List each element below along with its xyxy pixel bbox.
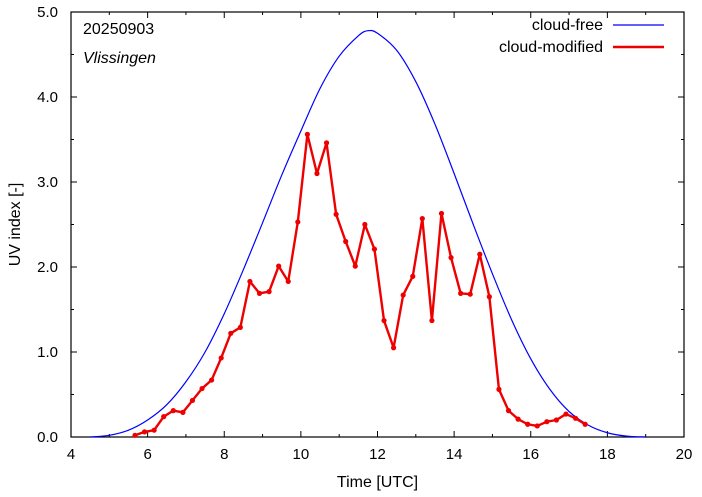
data-point-cloud-modified [170, 408, 176, 414]
y-tick-label: 4.0 [37, 89, 58, 106]
date-annotation: 20250903 [83, 21, 154, 38]
data-point-cloud-modified [189, 397, 196, 404]
x-tick-label: 8 [220, 446, 228, 463]
data-point-cloud-modified [362, 221, 368, 228]
data-point-cloud-modified [237, 324, 243, 330]
data-point-cloud-modified [505, 408, 512, 414]
y-axis-label: UV index [-] [7, 183, 24, 267]
data-point-cloud-modified [515, 416, 521, 422]
x-tick-label: 12 [369, 446, 386, 463]
data-point-cloud-modified [304, 131, 310, 137]
data-point-cloud-modified [544, 419, 550, 425]
y-tick-label: 3.0 [37, 174, 58, 191]
data-point-cloud-modified [285, 278, 291, 285]
data-point-cloud-modified [582, 421, 588, 427]
x-axis-label: Time [UTC] [337, 474, 418, 491]
data-point-cloud-modified [180, 409, 186, 415]
legend: cloud-free cloud-modified [499, 17, 664, 56]
data-point-cloud-modified [458, 290, 464, 296]
x-tick-label: 10 [293, 446, 310, 463]
y-tick-label: 5.0 [37, 4, 58, 21]
data-point-cloud-modified [496, 386, 502, 392]
data-point-cloud-modified [429, 317, 435, 324]
data-point-cloud-modified [218, 355, 224, 361]
data-point-cloud-modified [352, 263, 358, 269]
data-point-cloud-modified [314, 170, 320, 177]
data-point-cloud-modified [419, 215, 425, 222]
x-tick-label: 4 [67, 446, 75, 463]
data-point-cloud-modified [410, 273, 416, 279]
data-point-cloud-modified [467, 291, 473, 297]
data-point-cloud-modified [572, 415, 579, 421]
x-tick-label: 6 [143, 446, 151, 463]
data-point-cloud-modified [371, 246, 378, 252]
data-point-cloud-modified [400, 292, 406, 298]
data-point-cloud-modified [199, 385, 205, 392]
data-point-cloud-modified [381, 317, 387, 324]
data-point-cloud-modified [266, 289, 272, 295]
data-point-cloud-modified [151, 427, 157, 433]
x-tick-label: 14 [446, 446, 463, 463]
data-point-cloud-modified [343, 238, 349, 245]
data-point-cloud-modified [525, 421, 531, 427]
y-tick-label: 0.0 [37, 429, 58, 446]
series-layer [90, 29, 646, 438]
y-tick-label: 1.0 [37, 344, 58, 361]
data-point-cloud-modified [563, 411, 569, 417]
legend-label-cloud-free: cloud-free [532, 17, 603, 34]
data-point-cloud-modified [228, 330, 234, 336]
data-point-cloud-modified [448, 255, 454, 261]
x-tick-label: 20 [676, 446, 693, 463]
data-point-cloud-modified [256, 290, 263, 296]
data-point-cloud-modified [438, 210, 445, 217]
data-point-cloud-modified [553, 417, 560, 423]
data-point-cloud-modified [390, 345, 397, 351]
data-point-cloud-modified [534, 423, 540, 429]
axis-ticks: 4 6 8 10 12 14 16 18 20 0.0 1.0 2.0 3.0 4.0 5.0 [37, 4, 692, 463]
data-point-cloud-modified [477, 251, 483, 257]
data-point-cloud-modified [333, 211, 339, 217]
data-point-cloud-modified [209, 377, 215, 383]
data-point-cloud-modified [295, 219, 301, 225]
data-point-cloud-modified [161, 414, 167, 420]
data-point-cloud-modified [276, 263, 282, 269]
location-annotation: Vlissingen [83, 50, 156, 67]
data-point-cloud-modified [486, 294, 492, 300]
data-point-cloud-modified [141, 429, 148, 435]
data-point-cloud-modified [323, 140, 330, 146]
data-point-cloud-modified [247, 278, 253, 285]
data-point-cloud-modified [132, 432, 138, 438]
y-tick-label: 2.0 [37, 259, 58, 276]
x-tick-label: 16 [522, 446, 539, 463]
plot-frame [70, 11, 685, 438]
series-line-cloud-free [90, 29, 646, 438]
x-tick-label: 18 [599, 446, 616, 463]
legend-label-cloud-modified: cloud-modified [499, 39, 603, 56]
